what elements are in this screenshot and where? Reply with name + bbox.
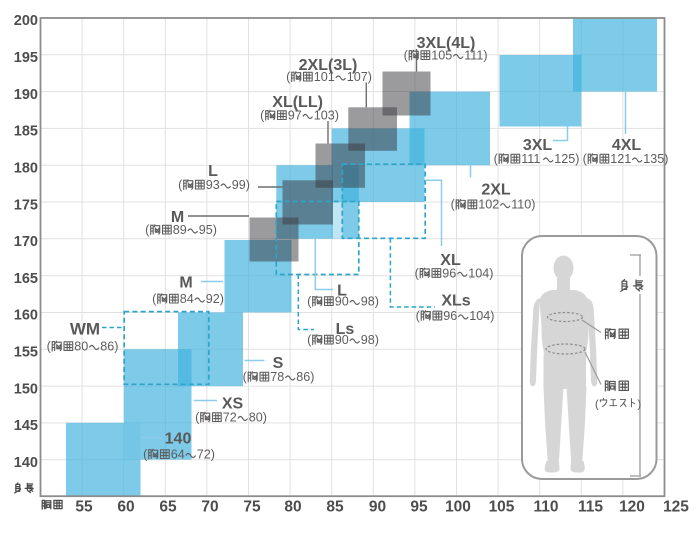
svg-text:XL(LL): XL(LL) <box>272 94 323 111</box>
svg-text:121: 121 <box>610 152 631 166</box>
svg-text:185: 185 <box>14 124 38 140</box>
svg-text:(: ( <box>178 178 183 192</box>
svg-text:165: 165 <box>14 271 38 287</box>
svg-text:(: ( <box>195 411 200 425</box>
svg-text:180: 180 <box>14 161 38 177</box>
svg-text:84: 84 <box>180 292 194 306</box>
svg-text:111: 111 <box>521 152 540 166</box>
svg-text:(: ( <box>152 292 157 306</box>
svg-text:200: 200 <box>14 13 38 29</box>
svg-text:92): 92) <box>206 292 224 306</box>
svg-text:111): 111) <box>464 49 487 63</box>
svg-text:XS: XS <box>222 395 244 412</box>
svg-text:175: 175 <box>14 197 38 213</box>
svg-text:104): 104) <box>468 266 493 280</box>
svg-text:2XL: 2XL <box>481 181 511 198</box>
svg-text:99): 99) <box>232 178 250 192</box>
svg-text:M: M <box>171 209 184 226</box>
svg-text:155: 155 <box>14 345 38 361</box>
svg-text:(: ( <box>143 448 148 462</box>
svg-text:98): 98) <box>361 333 379 347</box>
svg-text:125: 125 <box>663 498 689 515</box>
svg-text:115: 115 <box>578 498 603 515</box>
svg-text:105: 105 <box>489 498 515 515</box>
svg-text:90: 90 <box>335 295 349 309</box>
svg-text:107): 107) <box>347 70 372 84</box>
svg-text:101: 101 <box>314 70 335 84</box>
svg-text:64: 64 <box>171 448 185 462</box>
svg-text:55: 55 <box>75 498 93 515</box>
svg-text:104): 104) <box>469 309 494 323</box>
svg-text:135): 135) <box>643 152 668 166</box>
svg-text:XLs: XLs <box>441 292 470 309</box>
svg-text:89: 89 <box>173 223 187 237</box>
svg-text:(: ( <box>595 399 599 411</box>
svg-text:WM: WM <box>70 320 100 339</box>
svg-text:190: 190 <box>14 87 38 103</box>
svg-text:95: 95 <box>410 498 428 515</box>
svg-text:(: ( <box>47 340 52 354</box>
svg-text:90: 90 <box>335 333 349 347</box>
svg-text:65: 65 <box>159 498 177 515</box>
svg-text:93: 93 <box>206 178 220 192</box>
svg-text:170: 170 <box>14 234 38 250</box>
svg-text:96: 96 <box>443 309 457 323</box>
svg-text:80): 80) <box>249 411 267 425</box>
svg-text:): ) <box>638 399 642 411</box>
svg-text:L: L <box>337 282 347 299</box>
svg-text:110): 110) <box>511 198 535 212</box>
svg-text:120: 120 <box>619 498 645 515</box>
svg-text:80: 80 <box>74 340 88 354</box>
svg-text:102: 102 <box>478 198 499 212</box>
svg-text:4XL: 4XL <box>612 137 642 154</box>
svg-text:96: 96 <box>442 266 456 280</box>
svg-text:Ls: Ls <box>336 321 355 338</box>
svg-text:(: ( <box>415 266 420 280</box>
svg-text:(: ( <box>307 333 312 347</box>
svg-text:(: ( <box>286 70 291 84</box>
svg-text:3XL(4L): 3XL(4L) <box>417 35 476 52</box>
svg-text:XL: XL <box>440 252 461 269</box>
svg-text:160: 160 <box>14 308 38 324</box>
svg-text:95): 95) <box>199 223 217 237</box>
svg-text:M: M <box>179 274 192 291</box>
svg-text:75: 75 <box>243 498 261 515</box>
svg-text:105: 105 <box>431 49 452 63</box>
svg-text:85: 85 <box>326 498 344 515</box>
svg-text:(: ( <box>583 152 588 166</box>
svg-text:(: ( <box>416 309 421 323</box>
svg-text:(: ( <box>451 198 456 212</box>
svg-text:(: ( <box>494 152 499 166</box>
svg-text:(: ( <box>243 370 248 384</box>
svg-text:150: 150 <box>14 381 38 397</box>
svg-text:3XL: 3XL <box>523 137 553 154</box>
svg-text:(: ( <box>145 223 150 237</box>
svg-text:S: S <box>273 355 284 372</box>
svg-text:103): 103) <box>314 109 339 123</box>
svg-text:(: ( <box>260 109 265 123</box>
svg-text:125): 125) <box>554 152 579 166</box>
svg-text:70: 70 <box>201 498 218 515</box>
svg-text:80: 80 <box>284 498 301 515</box>
svg-text:100: 100 <box>445 498 471 515</box>
svg-text:78: 78 <box>270 370 284 384</box>
svg-text:145: 145 <box>14 418 38 434</box>
svg-text:98): 98) <box>361 295 379 309</box>
svg-text:72): 72) <box>197 448 215 462</box>
svg-text:97: 97 <box>288 109 302 123</box>
svg-text:90: 90 <box>369 498 386 515</box>
svg-text:195: 195 <box>14 50 38 66</box>
svg-text:140: 140 <box>165 430 192 447</box>
svg-text:(: ( <box>307 295 312 309</box>
svg-text:86): 86) <box>296 370 314 384</box>
svg-text:110: 110 <box>533 498 558 515</box>
svg-text:L: L <box>208 163 218 180</box>
svg-text:(: ( <box>404 49 409 63</box>
svg-text:60: 60 <box>117 498 134 515</box>
svg-text:72: 72 <box>223 411 237 425</box>
svg-text:2XL(3L): 2XL(3L) <box>299 57 358 74</box>
svg-text:140: 140 <box>14 455 38 471</box>
svg-text:86): 86) <box>100 340 118 354</box>
